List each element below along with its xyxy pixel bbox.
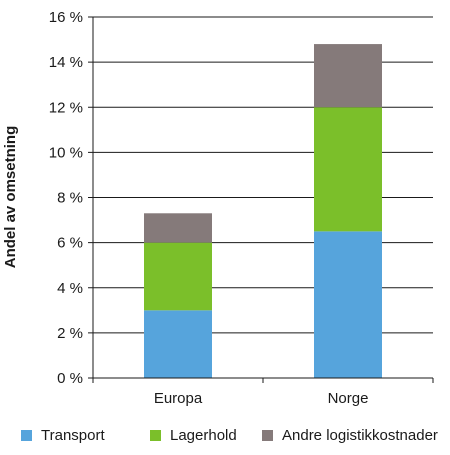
bar-segment-lagerhold-europa [144,242,212,311]
y-tick-label: 12 % [49,99,83,116]
y-axis-label: Andel av omsetning [2,126,19,269]
legend: Transport Lagerhold Andre logistikkostnade… [0,423,450,447]
axes [92,17,434,383]
x-tick-label: Europa [154,390,203,407]
stacked-bar-chart: 0 % 2 % 4 % 6 % 8 % 10 % 12 % 14 % 16 % Europa No… [2,9,434,407]
x-tick-label: Norge [328,390,369,407]
y-tick-label: 14 % [49,54,83,71]
legend-label: Transport [41,426,105,444]
bar-segment-transport-europa [144,310,212,378]
y-tick-label: 6 % [57,235,83,252]
legend-item-transport: Transport [21,423,105,447]
legend-swatch [150,429,161,441]
legend-label: Lagerhold [170,426,237,444]
bar-segment-andre-logistikkostnader-norge [314,44,382,108]
y-tick-label: 16 % [49,9,83,26]
bars [144,44,382,378]
legend-swatch [262,429,273,441]
legend-label: Andre logistikkostnader [282,426,438,444]
y-tick-label: 0 % [57,370,83,387]
y-tick-labels: 0 % 2 % 4 % 6 % 8 % 10 % 12 % 14 % 16 % [49,9,83,387]
bar-segment-transport-norge [314,231,382,378]
legend-item-lagerhold: Lagerhold [150,423,237,447]
legend-swatch [21,429,32,441]
y-tick-label: 4 % [57,280,83,297]
y-tick-label: 10 % [49,144,83,161]
bar-segment-lagerhold-norge [314,107,382,232]
legend-item-andre-logistikkostnader: Andre logistikkostnader [262,423,438,447]
y-tick-label: 8 % [57,190,83,207]
bar-segment-andre-logistikkostnader-europa [144,213,212,243]
x-tick-labels: Europa Norge [154,390,369,407]
y-tick-label: 2 % [57,325,83,342]
